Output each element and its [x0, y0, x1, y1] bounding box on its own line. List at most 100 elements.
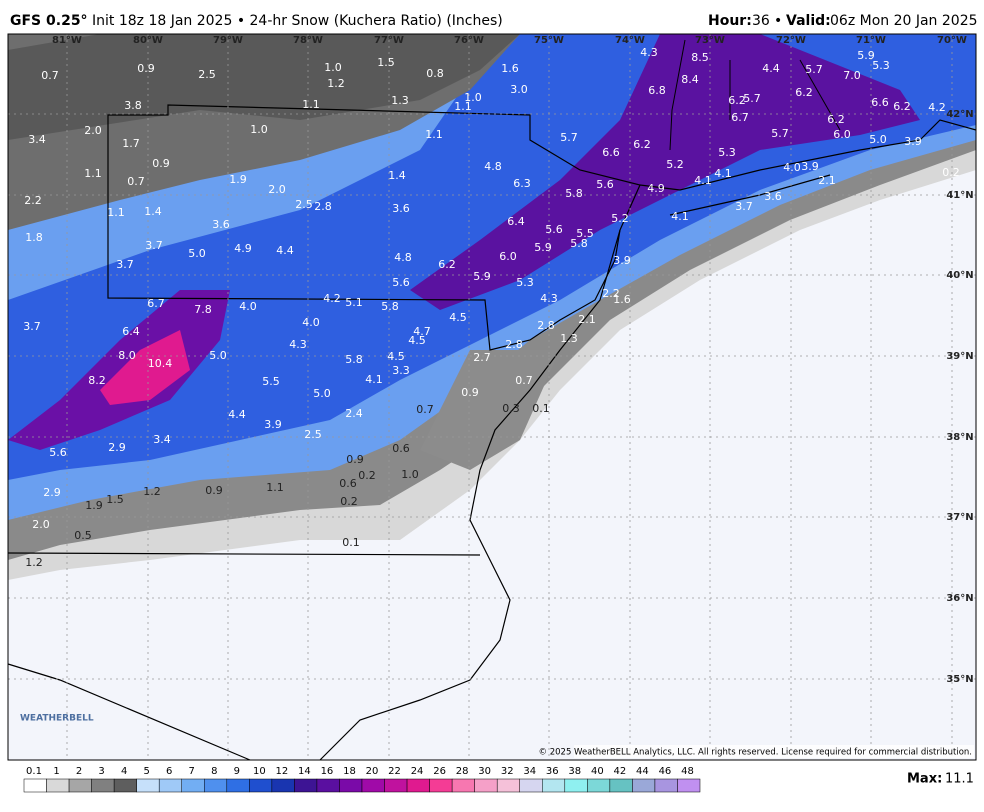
snow-amount: 5.0 — [869, 133, 887, 146]
legend-swatch — [294, 778, 318, 793]
snow-amount: 0.6 — [392, 442, 410, 455]
snow-amount: 1.4 — [144, 205, 162, 218]
darker-gray-area — [8, 34, 520, 140]
legend-swatch — [23, 778, 47, 793]
snow-amount: 2.5 — [198, 68, 216, 81]
snow-amount: 1.8 — [25, 231, 43, 244]
legend-level: 34 — [523, 766, 536, 777]
legend-swatch — [316, 778, 340, 793]
legend-swatch — [361, 778, 385, 793]
valid-label: Valid: — [786, 13, 831, 29]
snow-amount: 3.9 — [264, 418, 282, 431]
snow-amount: 4.2 — [323, 292, 341, 305]
legend-swatch — [91, 778, 115, 793]
snow-amount: 1.1 — [454, 100, 472, 113]
snow-amount: 1.9 — [229, 173, 247, 186]
snow-amount: 8.5 — [691, 51, 709, 64]
snow-amount: 3.7 — [116, 258, 134, 271]
snow-amount: 0.9 — [137, 62, 155, 75]
snow-amount: 5.7 — [560, 131, 578, 144]
legend-level: 9 — [234, 766, 240, 777]
snow-amount: 2.5 — [295, 198, 313, 211]
snow-amount: 0.9 — [461, 386, 479, 399]
snow-amount: 5.3 — [872, 59, 890, 72]
snow-amount: 5.9 — [857, 49, 875, 62]
snow-amount: 1.3 — [560, 332, 578, 345]
snow-amount: 1.0 — [464, 91, 482, 104]
snow-amount: 5.2 — [611, 212, 629, 225]
snow-amount: 0.2 — [942, 166, 960, 179]
snow-amount: 3.6 — [212, 218, 230, 231]
legend-level: 6 — [166, 766, 172, 777]
snow-amount: 3.9 — [801, 160, 819, 173]
snow-amount: 1.2 — [327, 77, 345, 90]
snow-amount: 6.2 — [893, 100, 911, 113]
snow-amount: 7.8 — [194, 303, 212, 316]
snow-amount: 6.4 — [507, 215, 525, 228]
snow-amount: 0.1 — [532, 402, 550, 415]
latitude-label: 36°N — [946, 593, 973, 604]
snow-amount: 4.5 — [449, 311, 467, 324]
snow-amount: 4.3 — [540, 292, 558, 305]
snow-amount: 5.8 — [570, 237, 588, 250]
snow-amount: 5.8 — [565, 187, 583, 200]
legend-level: 18 — [343, 766, 356, 777]
legend-swatch — [542, 778, 566, 793]
snow-amount: 4.4 — [228, 408, 246, 421]
snow-amount: 0.7 — [515, 374, 533, 387]
snow-amount: 4.2 — [928, 101, 946, 114]
legend-level: 44 — [636, 766, 649, 777]
map: 81°W 80°W 79°W 78°W 77°W 76°W 75°W 74°W 73°W 72°W… — [7, 33, 977, 761]
snow-amount: 6.6 — [602, 146, 620, 159]
snow-amount: 4.8 — [394, 251, 412, 264]
legend-swatch — [46, 778, 70, 793]
snow-amount: 4.9 — [647, 182, 665, 195]
legend-level: 8 — [211, 766, 217, 777]
legend-swatch — [271, 778, 295, 793]
legend-swatch — [564, 778, 588, 793]
snow-amount: 6.2 — [795, 86, 813, 99]
snow-amount: 1.1 — [425, 128, 443, 141]
snow-amount: 6.6 — [871, 96, 889, 109]
valid-time: 06z Mon 20 Jan 2025 — [830, 13, 978, 29]
legend-swatch — [496, 778, 520, 793]
legend-level: 38 — [568, 766, 581, 777]
legend-level: 32 — [501, 766, 514, 777]
snow-amount: 4.4 — [762, 62, 780, 75]
snow-amount: 0.9 — [346, 453, 364, 466]
snow-amount: 2.8 — [505, 338, 523, 351]
purple-west — [8, 290, 230, 450]
snow-amount: 5.0 — [188, 247, 206, 260]
longitude-label: 70°W — [937, 35, 967, 46]
snow-amount: 1.0 — [250, 123, 268, 136]
color-legend: 0.1 1 2 3 4 5 6 7 8 9 10 12 14 16 18 20 22 24 26 28 30 32 34 36… — [23, 766, 701, 793]
snow-amount: 5.0 — [209, 349, 227, 362]
snow-amount: 3.4 — [28, 133, 46, 146]
map-fields — [8, 34, 976, 760]
snow-amount: 4.7 — [413, 325, 431, 338]
snow-amount: 6.7 — [147, 297, 165, 310]
longitude-label: 71°W — [856, 35, 886, 46]
snow-amount: 1.1 — [84, 167, 102, 180]
snow-amount: 0.1 — [342, 536, 360, 549]
snow-amount: 4.4 — [276, 244, 294, 257]
legend-swatch — [519, 778, 543, 793]
snow-amount: 1.0 — [401, 468, 419, 481]
snow-amount: 0.3 — [502, 402, 520, 415]
snow-amount: 6.4 — [122, 325, 140, 338]
snow-amount: 0.8 — [426, 67, 444, 80]
snow-amount: 5.6 — [596, 178, 614, 191]
snow-amount: 6.0 — [499, 250, 517, 263]
snow-amount: 2.1 — [818, 174, 836, 187]
snow-amount: 5.7 — [805, 63, 823, 76]
snow-amount: 0.7 — [416, 403, 434, 416]
hour-value: 36 — [752, 13, 770, 29]
snow-amount: 5.9 — [534, 241, 552, 254]
coast-south — [319, 229, 621, 761]
latitude-label: 37°N — [946, 512, 973, 523]
copyright-bg — [574, 745, 974, 758]
map-frame — [7, 33, 977, 761]
latitude-label: 42°N — [946, 109, 973, 120]
legend-swatch — [113, 778, 137, 793]
snow-amount: 3.7 — [145, 239, 163, 252]
